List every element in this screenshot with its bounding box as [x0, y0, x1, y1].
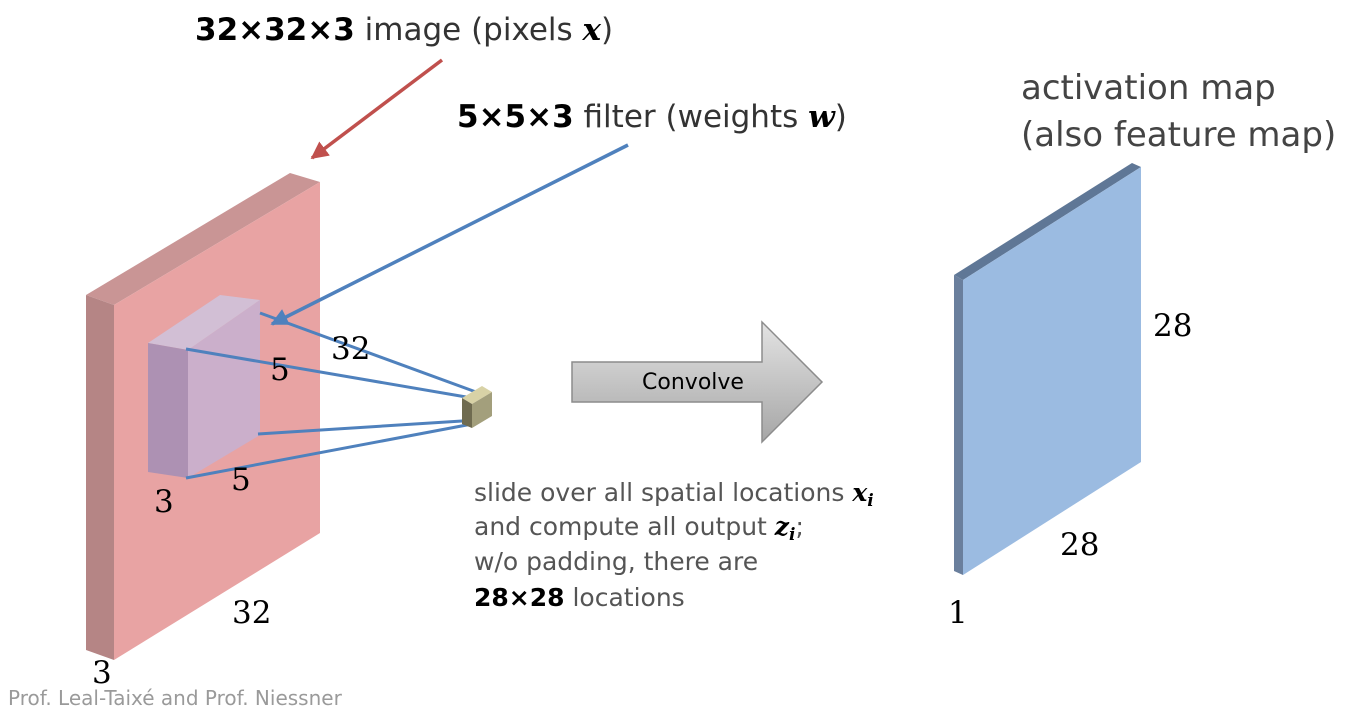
image-label-dims: 32×32×3: [195, 12, 355, 48]
description-line2-var: z: [774, 512, 790, 541]
projection-line-4: [185, 422, 473, 480]
convolve-label: Convolve: [642, 370, 744, 395]
output-width-label: 28: [1060, 527, 1099, 563]
filter-front-face: [188, 300, 260, 478]
neuron-cube-top: [462, 386, 492, 404]
description-line4-bold: 28×28: [474, 583, 565, 612]
filter-label-text: filter (weights: [574, 99, 808, 135]
description-line3: w/o padding, there are: [474, 547, 758, 576]
image-label: 32×32×3 image (pixels x): [195, 12, 613, 48]
description-line2-text: and compute all output: [474, 512, 775, 541]
image-depth-label: 3: [92, 655, 112, 691]
output-depth-label: 1: [948, 595, 968, 631]
image-height-label: 32: [331, 331, 370, 367]
neuron-cube-front: [472, 392, 492, 428]
projection-line-3: [257, 418, 479, 436]
description-text: slide over all spatial locations xi and …: [474, 478, 874, 612]
credit-text: Prof. Leal-Taixé and Prof. Niessner: [8, 686, 343, 710]
description-line1-var: x: [851, 478, 868, 507]
description-line2: and compute all output zi;: [474, 512, 804, 545]
activation-map-front: [963, 167, 1141, 575]
filter-side-face: [148, 343, 188, 478]
image-label-close: ): [601, 12, 613, 48]
activation-label-line2: (also feature map): [1021, 115, 1336, 155]
neuron-cube-side: [462, 398, 472, 428]
projection-line-2: [185, 347, 473, 400]
filter-depth-label: 3: [154, 484, 174, 520]
image-pointer-arrow: [310, 58, 444, 160]
image-width-label: 32: [232, 595, 271, 631]
activation-label-line1: activation map: [1021, 68, 1276, 108]
filter-top-face: [148, 295, 260, 350]
description-line1: slide over all spatial locations xi: [474, 478, 874, 511]
output-neuron-cube: [462, 386, 492, 428]
description-line2-sub: i: [789, 525, 795, 545]
filter-label: 5×5×3 filter (weights w): [457, 99, 847, 135]
activation-map-top: [954, 163, 1141, 280]
description-line4-text: locations: [565, 583, 685, 612]
description-line2-end: ;: [795, 512, 803, 541]
activation-map-side: [954, 275, 963, 575]
image-label-text: image (pixels: [355, 12, 583, 48]
filter-volume: [148, 295, 260, 478]
convolve-arrow: Convolve: [571, 320, 824, 444]
filter-label-var: w: [808, 99, 836, 135]
filter-label-dims: 5×5×3: [457, 99, 574, 135]
image-volume-top-face: [86, 173, 320, 305]
description-line4: 28×28 locations: [474, 583, 685, 612]
filter-label-close: ): [835, 99, 847, 135]
image-volume-side-face: [86, 295, 114, 660]
output-height-label: 28: [1153, 308, 1192, 344]
projection-line-1: [259, 311, 477, 394]
filter-pointer-arrow: [270, 143, 629, 326]
description-line1-text: slide over all spatial locations: [474, 478, 852, 507]
description-line1-sub: i: [867, 491, 873, 511]
image-label-var: x: [582, 12, 602, 48]
filter-width-label: 5: [231, 462, 251, 498]
activation-map-volume: [954, 163, 1141, 575]
filter-height-label: 5: [270, 352, 290, 388]
filter-projection-lines: [185, 311, 479, 480]
